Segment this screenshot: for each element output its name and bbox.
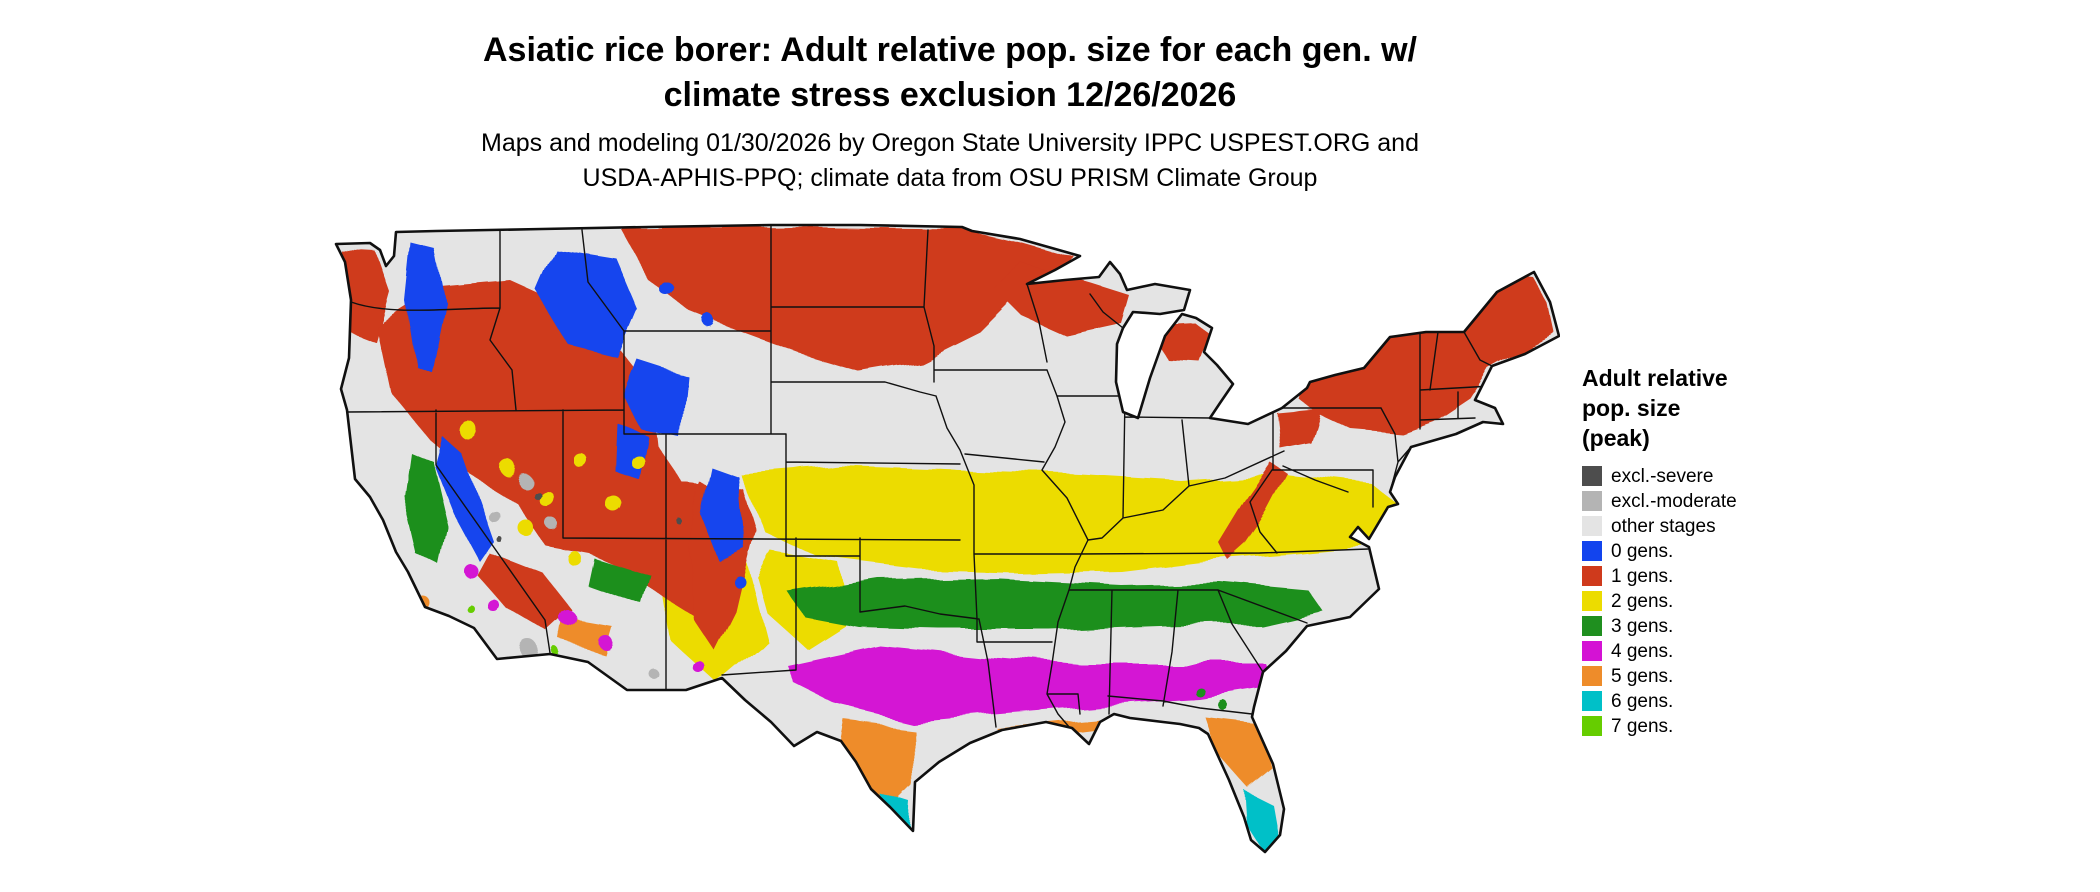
legend-swatch-7-gens (1582, 716, 1602, 737)
subtitle-line-2: USDA-APHIS-PPQ; climate data from OSU PR… (582, 163, 1318, 192)
region-0-gens (406, 244, 746, 588)
legend-item: 2 gens. (1582, 589, 1862, 614)
legend-swatch-other-stages (1582, 516, 1602, 537)
legend-swatch-excl-severe (1582, 466, 1602, 487)
title-line-1: Asiatic rice borer: Adult relative pop. … (483, 31, 1417, 69)
legend-swatch-6-gens (1582, 691, 1602, 712)
legend-item: excl.-moderate (1582, 489, 1862, 514)
legend-label: 3 gens. (1611, 615, 1674, 637)
map-generation-regions (338, 226, 1556, 852)
subtitle-line-1: Maps and modeling 01/30/2026 by Oregon S… (481, 129, 1419, 157)
legend-title-line-3: (peak) (1582, 424, 1650, 451)
legend-title: Adult relative pop. size (peak) (1582, 364, 1862, 454)
legend-item: 1 gens. (1582, 564, 1862, 589)
legend-item: 3 gens. (1582, 614, 1862, 639)
state-boundaries (346, 225, 1493, 729)
legend-label: excl.-moderate (1611, 490, 1737, 512)
legend-item: 4 gens. (1582, 639, 1862, 664)
page-subtitle: Maps and modeling 01/30/2026 by Oregon S… (330, 126, 1570, 195)
legend-item: 7 gens. (1582, 714, 1862, 739)
legend-label: 0 gens. (1611, 540, 1674, 562)
region-3-gens-accents (586, 556, 1230, 712)
legend-label: 7 gens. (1611, 715, 1674, 737)
legend-item: excl.-severe (1582, 464, 1862, 489)
region-4-gens-accents (463, 563, 706, 674)
region-4-gens (788, 646, 1278, 722)
us-generations-map (320, 222, 1561, 882)
legend-item: other stages (1582, 514, 1862, 539)
legend-swatch-1-gens (1582, 566, 1602, 587)
region-3-gens (402, 450, 1322, 630)
title-line-2: climate stress exclusion 12/26/2026 (663, 75, 1237, 114)
legend-label: 1 gens. (1611, 565, 1674, 587)
legend-item: 0 gens. (1582, 539, 1862, 564)
legend-swatch-5-gens (1582, 666, 1602, 687)
legend-swatch-2-gens (1582, 591, 1602, 612)
legend-swatch-excl-moderate (1582, 491, 1602, 512)
legend-swatch-3-gens (1582, 616, 1602, 637)
region-2-gens-accents (461, 423, 645, 563)
region-6-gens (880, 790, 1278, 852)
legend-label: 5 gens. (1611, 665, 1674, 687)
legend-item: 5 gens. (1582, 664, 1862, 689)
legend-label: other stages (1611, 515, 1716, 537)
legend-label: 6 gens. (1611, 690, 1674, 712)
page-title: Asiatic rice borer: Adult relative pop. … (330, 28, 1570, 118)
legend-title-line-2: pop. size (1582, 394, 1681, 421)
legend-title-line-1: Adult relative (1582, 365, 1728, 391)
legend-item: 6 gens. (1582, 689, 1862, 714)
legend-label: 2 gens. (1611, 590, 1674, 612)
legend-label: excl.-severe (1611, 465, 1714, 487)
legend-swatch-0-gens (1582, 541, 1602, 562)
legend-swatch-4-gens (1582, 641, 1602, 662)
legend-label: 4 gens. (1611, 640, 1674, 662)
legend-items: excl.-severe excl.-moderate other stages… (1582, 464, 1862, 739)
region-excl-moderate (486, 473, 659, 679)
region-excl-severe (495, 490, 683, 541)
map-legend: Adult relative pop. size (peak) excl.-se… (1582, 364, 1862, 739)
us-map-graphic (334, 223, 1561, 854)
